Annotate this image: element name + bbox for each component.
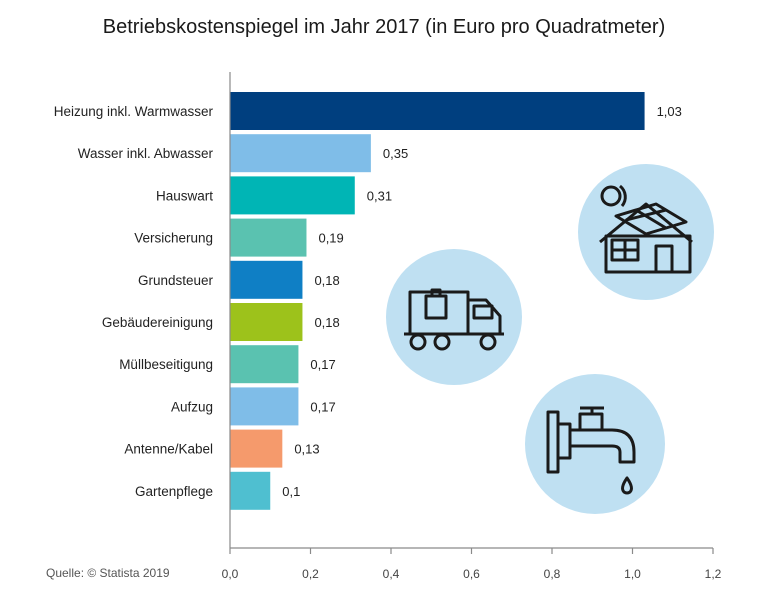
bar-4 <box>230 260 303 299</box>
value-label: 0,19 <box>318 231 343 246</box>
category-label: Hauswart <box>156 188 213 203</box>
category-label: Wasser inkl. Abwasser <box>78 146 214 161</box>
chart-title: Betriebskostenspiegel im Jahr 2017 (in E… <box>102 16 666 38</box>
category-label: Gebäudereinigung <box>102 315 213 330</box>
category-label: Gartenpflege <box>135 484 213 499</box>
x-tick-label: 1,0 <box>624 567 641 581</box>
bar-3 <box>230 218 307 257</box>
value-label: 0,13 <box>294 442 319 457</box>
category-label: Versicherung <box>134 231 213 246</box>
water-tap-icon <box>525 374 665 514</box>
value-label: 0,31 <box>367 188 392 203</box>
bar-8 <box>230 429 283 468</box>
bar-1 <box>230 134 371 173</box>
x-tick-label: 0,4 <box>383 567 400 581</box>
value-label: 0,1 <box>282 484 300 499</box>
source-note: Quelle: © Statista 2019 <box>46 566 170 580</box>
x-tick-label: 0,8 <box>544 567 561 581</box>
x-tick-label: 0,6 <box>463 567 480 581</box>
value-label: 0,18 <box>314 273 339 288</box>
value-label: 0,18 <box>314 315 339 330</box>
bar-5 <box>230 303 303 341</box>
x-tick-label: 1,2 <box>705 567 722 581</box>
value-label: 0,17 <box>310 399 335 414</box>
house-solar-icon <box>578 164 714 300</box>
bar-7 <box>230 387 299 426</box>
x-tick-label: 0,2 <box>302 567 319 581</box>
bar-9 <box>230 471 271 510</box>
bar-0 <box>230 92 645 130</box>
category-label: Heizung inkl. Warmwasser <box>54 104 214 119</box>
value-label: 1,03 <box>657 104 682 119</box>
x-tick-label: 0,0 <box>222 567 239 581</box>
bar-6 <box>230 345 299 384</box>
truck-icon <box>386 249 522 385</box>
category-label: Aufzug <box>171 399 213 414</box>
category-label: Grundsteuer <box>138 273 214 288</box>
category-label: Antenne/Kabel <box>124 442 213 457</box>
value-label: 0,35 <box>383 146 408 161</box>
category-label: Müllbeseitigung <box>119 357 213 372</box>
bar-2 <box>230 176 355 215</box>
value-label: 0,17 <box>310 357 335 372</box>
